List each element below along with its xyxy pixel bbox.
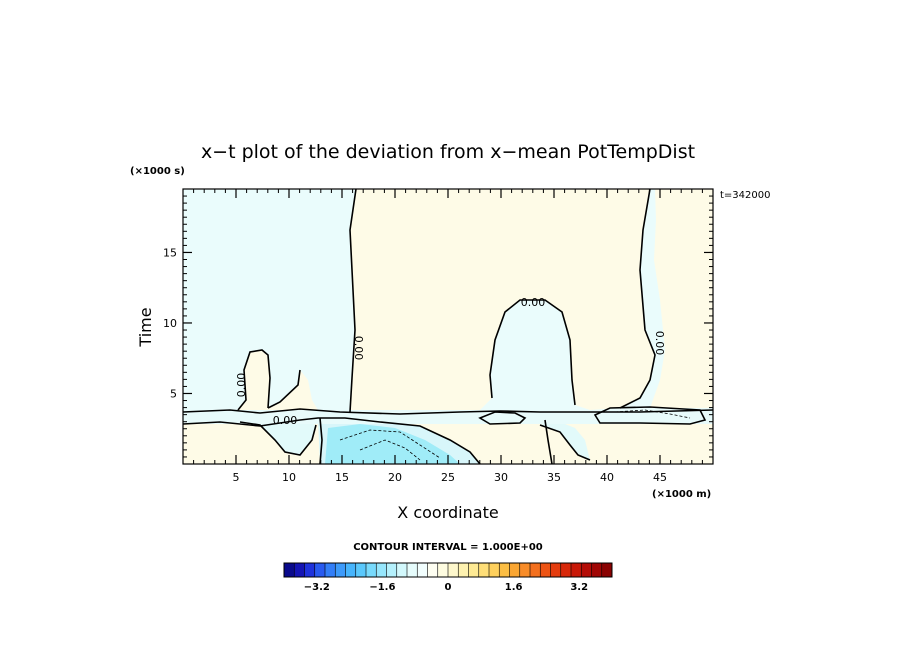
contour-dashed-2 bbox=[359, 439, 421, 461]
colorbar-swatch bbox=[519, 563, 531, 577]
colorbar-swatch bbox=[571, 563, 582, 577]
x-tick-label: 35 bbox=[547, 471, 561, 484]
contour-zero-2 bbox=[619, 188, 656, 409]
colorbar-swatch bbox=[509, 563, 521, 577]
contour-lower-right bbox=[539, 424, 591, 461]
region-strong-negative bbox=[325, 424, 460, 464]
contour-zero-3 bbox=[489, 299, 576, 406]
colorbar-tick-label: 0 bbox=[445, 582, 452, 593]
colorbar-swatch bbox=[530, 563, 541, 577]
colorbar-swatch bbox=[345, 563, 357, 577]
colorbar-swatch bbox=[427, 563, 439, 577]
contour-lower-left bbox=[239, 421, 317, 456]
contour-blob-right bbox=[593, 406, 707, 425]
y-axis-ticks: 5 10 15 bbox=[163, 188, 713, 458]
contour-blob-mid bbox=[478, 411, 527, 425]
contour-interval-text: CONTOUR INTERVAL = 1.000E+00 bbox=[353, 542, 543, 553]
colorbar-swatch bbox=[601, 563, 613, 577]
contour-vertical-left bbox=[319, 417, 323, 465]
contour-label-5: 0.00 bbox=[273, 414, 298, 427]
colorbar-swatch bbox=[304, 563, 316, 577]
colorbar-swatch bbox=[294, 563, 305, 577]
x-axis-ticks: 5 10 15 20 25 30 35 40 45 bbox=[182, 189, 714, 484]
region-positive-right bbox=[650, 189, 713, 408]
contour-label-3: 0.00 bbox=[235, 373, 248, 398]
contour-zero-4 bbox=[237, 349, 271, 411]
x-unit-label: (×1000 m) bbox=[652, 489, 711, 500]
contour-labels: 0.00 0.00 0.00 0.00 0.00 bbox=[235, 296, 666, 427]
contour-dashed-1 bbox=[339, 429, 441, 459]
x-tick-label: 45 bbox=[653, 471, 667, 484]
colorbar-tick-label: −1.6 bbox=[369, 582, 395, 593]
contour-label-4: 0.00 bbox=[521, 296, 546, 309]
colorbar-swatch bbox=[314, 563, 326, 577]
colorbar-swatch bbox=[437, 563, 449, 577]
colorbar-swatch bbox=[591, 563, 603, 577]
region-band-top bbox=[183, 410, 713, 424]
region-positive-column-1 bbox=[238, 189, 655, 412]
colorbar-swatch bbox=[386, 563, 398, 577]
time-stamp: t=342000 bbox=[720, 190, 770, 201]
contour-band-mid bbox=[182, 417, 481, 465]
colorbar-tick-label: 3.2 bbox=[570, 582, 588, 593]
colorbar-swatch bbox=[468, 563, 480, 577]
contour-zero-5 bbox=[267, 369, 301, 409]
colorbar-tick-label: 1.6 bbox=[505, 582, 523, 593]
colorbar-swatch bbox=[489, 563, 500, 577]
region-negative-right bbox=[540, 420, 590, 460]
contour-dashed bbox=[339, 409, 691, 461]
chart-title: x−t plot of the deviation from x−mean Po… bbox=[201, 141, 695, 163]
x-tick-label: 25 bbox=[441, 471, 455, 484]
contour-dashed-3 bbox=[614, 409, 691, 419]
colorbar-swatch bbox=[366, 563, 377, 577]
colorbar-swatch bbox=[355, 563, 367, 577]
colorbar-swatch bbox=[458, 563, 469, 577]
x-tick-label: 40 bbox=[600, 471, 614, 484]
colorbar bbox=[283, 562, 613, 578]
x-tick-label: 10 bbox=[282, 471, 296, 484]
colorbar-swatch bbox=[540, 563, 551, 577]
colorbar-swatch bbox=[284, 563, 295, 577]
contour-vertical-right bbox=[544, 419, 553, 465]
colorbar-tick-label: −3.2 bbox=[304, 582, 330, 593]
colorbar-swatch bbox=[478, 563, 490, 577]
region-negative-left bbox=[240, 418, 316, 455]
y-tick-label: 10 bbox=[163, 317, 177, 330]
colorbar-swatch bbox=[581, 563, 592, 577]
x-tick-label: 15 bbox=[335, 471, 349, 484]
contour-label-1: 0.00 bbox=[352, 336, 365, 361]
colorbar-swatch bbox=[335, 563, 346, 577]
contour-band-top bbox=[182, 408, 714, 415]
x-tick-label: 20 bbox=[388, 471, 402, 484]
contour-zero-1 bbox=[349, 188, 357, 413]
colorbar-swatch bbox=[448, 563, 459, 577]
x-tick-label: 30 bbox=[494, 471, 508, 484]
contour-label-2: 0.00 bbox=[653, 331, 666, 356]
y-tick-label: 5 bbox=[170, 387, 177, 400]
y-tick-label: 15 bbox=[163, 246, 177, 259]
colorbar-frame bbox=[283, 562, 613, 578]
colorbar-swatch bbox=[376, 563, 387, 577]
colorbar-ticks: −3.2 −1.6 0 1.6 3.2 bbox=[304, 582, 588, 593]
colorbar-swatch bbox=[407, 563, 418, 577]
colorbar-swatch bbox=[560, 563, 572, 577]
x-axis-label: X coordinate bbox=[397, 503, 498, 522]
colorbar-swatch bbox=[325, 563, 336, 577]
colorbar-swatch bbox=[499, 563, 510, 577]
x-tick-label: 5 bbox=[233, 471, 240, 484]
plot-area: 0.00 0.00 0.00 0.00 0.00 bbox=[182, 188, 714, 465]
colorbar-swatch bbox=[396, 563, 408, 577]
colorbar-swatch bbox=[417, 563, 428, 577]
colorbar-swatch bbox=[550, 563, 562, 577]
y-unit-label: (×1000 s) bbox=[130, 166, 185, 177]
contour-lines bbox=[182, 188, 714, 465]
y-axis-label: Time bbox=[136, 307, 155, 347]
